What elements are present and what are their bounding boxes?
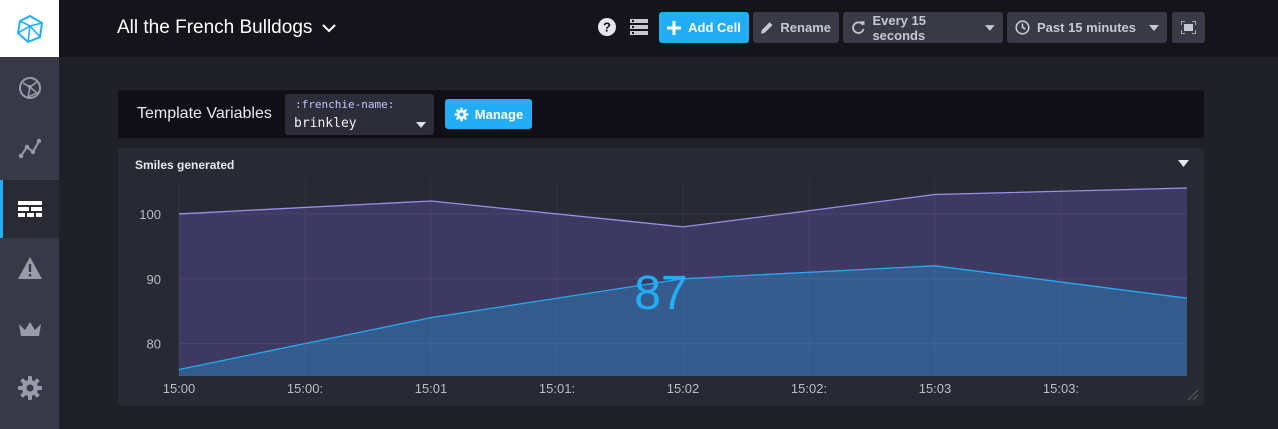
graph-lines (178, 187, 1188, 371)
autorefresh-label: Every 15 seconds (872, 12, 926, 43)
sidebar-item-data-explorer[interactable] (0, 120, 59, 178)
series-line-1 (178, 265, 1188, 371)
chevron-down-icon (322, 23, 337, 32)
y-tick-label: 80 (147, 337, 161, 352)
resize-handle[interactable] (1187, 389, 1199, 401)
template-variable-name: :frenchie-name: (295, 98, 395, 111)
refresh-icon (852, 21, 865, 34)
single-stat-value: 87 (634, 267, 687, 320)
series-area-1 (179, 265, 1187, 376)
svg-text:?: ? (603, 20, 611, 35)
time-range-dropdown[interactable]: Past 15 minutes (1007, 12, 1167, 43)
series-line-0 (178, 187, 1188, 228)
x-tick-label: 15:02 (667, 381, 700, 396)
y-tick-label: 100 (139, 207, 161, 222)
template-variable-value: brinkley (294, 116, 357, 131)
help-button[interactable]: ? (595, 15, 619, 39)
x-tick-label: 15:00: (287, 381, 323, 396)
manage-button[interactable]: Manage (445, 99, 532, 129)
logo-icon (16, 14, 43, 43)
y-axis: 100 90 80 (139, 207, 161, 352)
graph-areas (179, 188, 1187, 376)
gear-icon (17, 376, 42, 400)
dashboards-grid-icon (17, 201, 42, 217)
y-tick-label: 90 (147, 272, 161, 287)
x-tick-label: 15:03 (919, 381, 952, 396)
caret-down-icon (985, 24, 995, 31)
add-cell-button[interactable]: Add Cell (659, 12, 749, 43)
template-variable-dropdown[interactable]: :frenchie-name: brinkley (285, 94, 434, 135)
sidebar-item-alerting[interactable] (0, 239, 59, 297)
sidebar-item-admin[interactable] (0, 300, 59, 358)
series-area-0 (179, 188, 1187, 376)
x-tick-label: 15:02: (791, 381, 827, 396)
manage-label: Manage (474, 106, 524, 122)
caret-down-icon (416, 122, 426, 128)
clock-icon (1015, 20, 1030, 35)
add-cell-label: Add Cell (688, 20, 741, 35)
logo[interactable] (0, 0, 59, 57)
x-tick-label: 15:01 (415, 381, 448, 396)
fullscreen-button[interactable] (1172, 12, 1205, 43)
caret-down-icon (1149, 24, 1159, 31)
template-variables-label: Template Variables (137, 105, 272, 122)
sidebar (0, 0, 59, 429)
cell-title: Smiles generated (135, 158, 235, 172)
cell-menu-caret-icon[interactable] (1178, 160, 1189, 167)
alert-icon (17, 257, 42, 279)
x-tick-label: 15:01: (539, 381, 575, 396)
page-title: All the French Bulldogs (117, 17, 313, 38)
plus-icon (667, 20, 682, 35)
presentation-list-button[interactable] (627, 15, 651, 39)
x-axis: 15:00 15:00: 15:01 15:01: 15:02 15:02: 15:03 15… (163, 381, 1079, 396)
rename-label: Rename (780, 20, 831, 35)
crown-icon (18, 322, 41, 336)
x-tick-label: 15:00 (163, 381, 196, 396)
line-graph[interactable]: 100 90 80 15:00 15:00: 15:01 15:01: 15:02 15:02… (118, 148, 1204, 406)
rename-button[interactable]: Rename (753, 12, 839, 43)
pencil-icon (761, 22, 773, 34)
gear-icon (454, 107, 469, 121)
graph-icon (18, 138, 41, 159)
x-tick-label: 15:03: (1043, 381, 1079, 396)
sidebar-item-host-list[interactable] (0, 59, 59, 117)
dashboard-cell[interactable]: Smiles generated 100 90 80 15:00 15:00: 15:0… (118, 148, 1204, 406)
dashboard-title-dropdown[interactable]: All the French Bulldogs (117, 17, 337, 39)
template-variables-bar: Template Variables :frenchie-name: brink… (118, 90, 1204, 138)
autorefresh-dropdown[interactable]: Every 15 seconds (843, 12, 1003, 43)
list-icon (630, 19, 648, 35)
globe-network-icon (18, 77, 41, 99)
time-range-label: Past 15 minutes (1037, 20, 1136, 35)
fullscreen-icon (1181, 21, 1196, 34)
sidebar-item-configuration[interactable] (0, 359, 59, 417)
sidebar-item-dashboards[interactable] (0, 180, 59, 238)
help-icon: ? (598, 18, 616, 36)
page-header: All the French Bulldogs ? Add Cell Renam… (59, 0, 1278, 57)
